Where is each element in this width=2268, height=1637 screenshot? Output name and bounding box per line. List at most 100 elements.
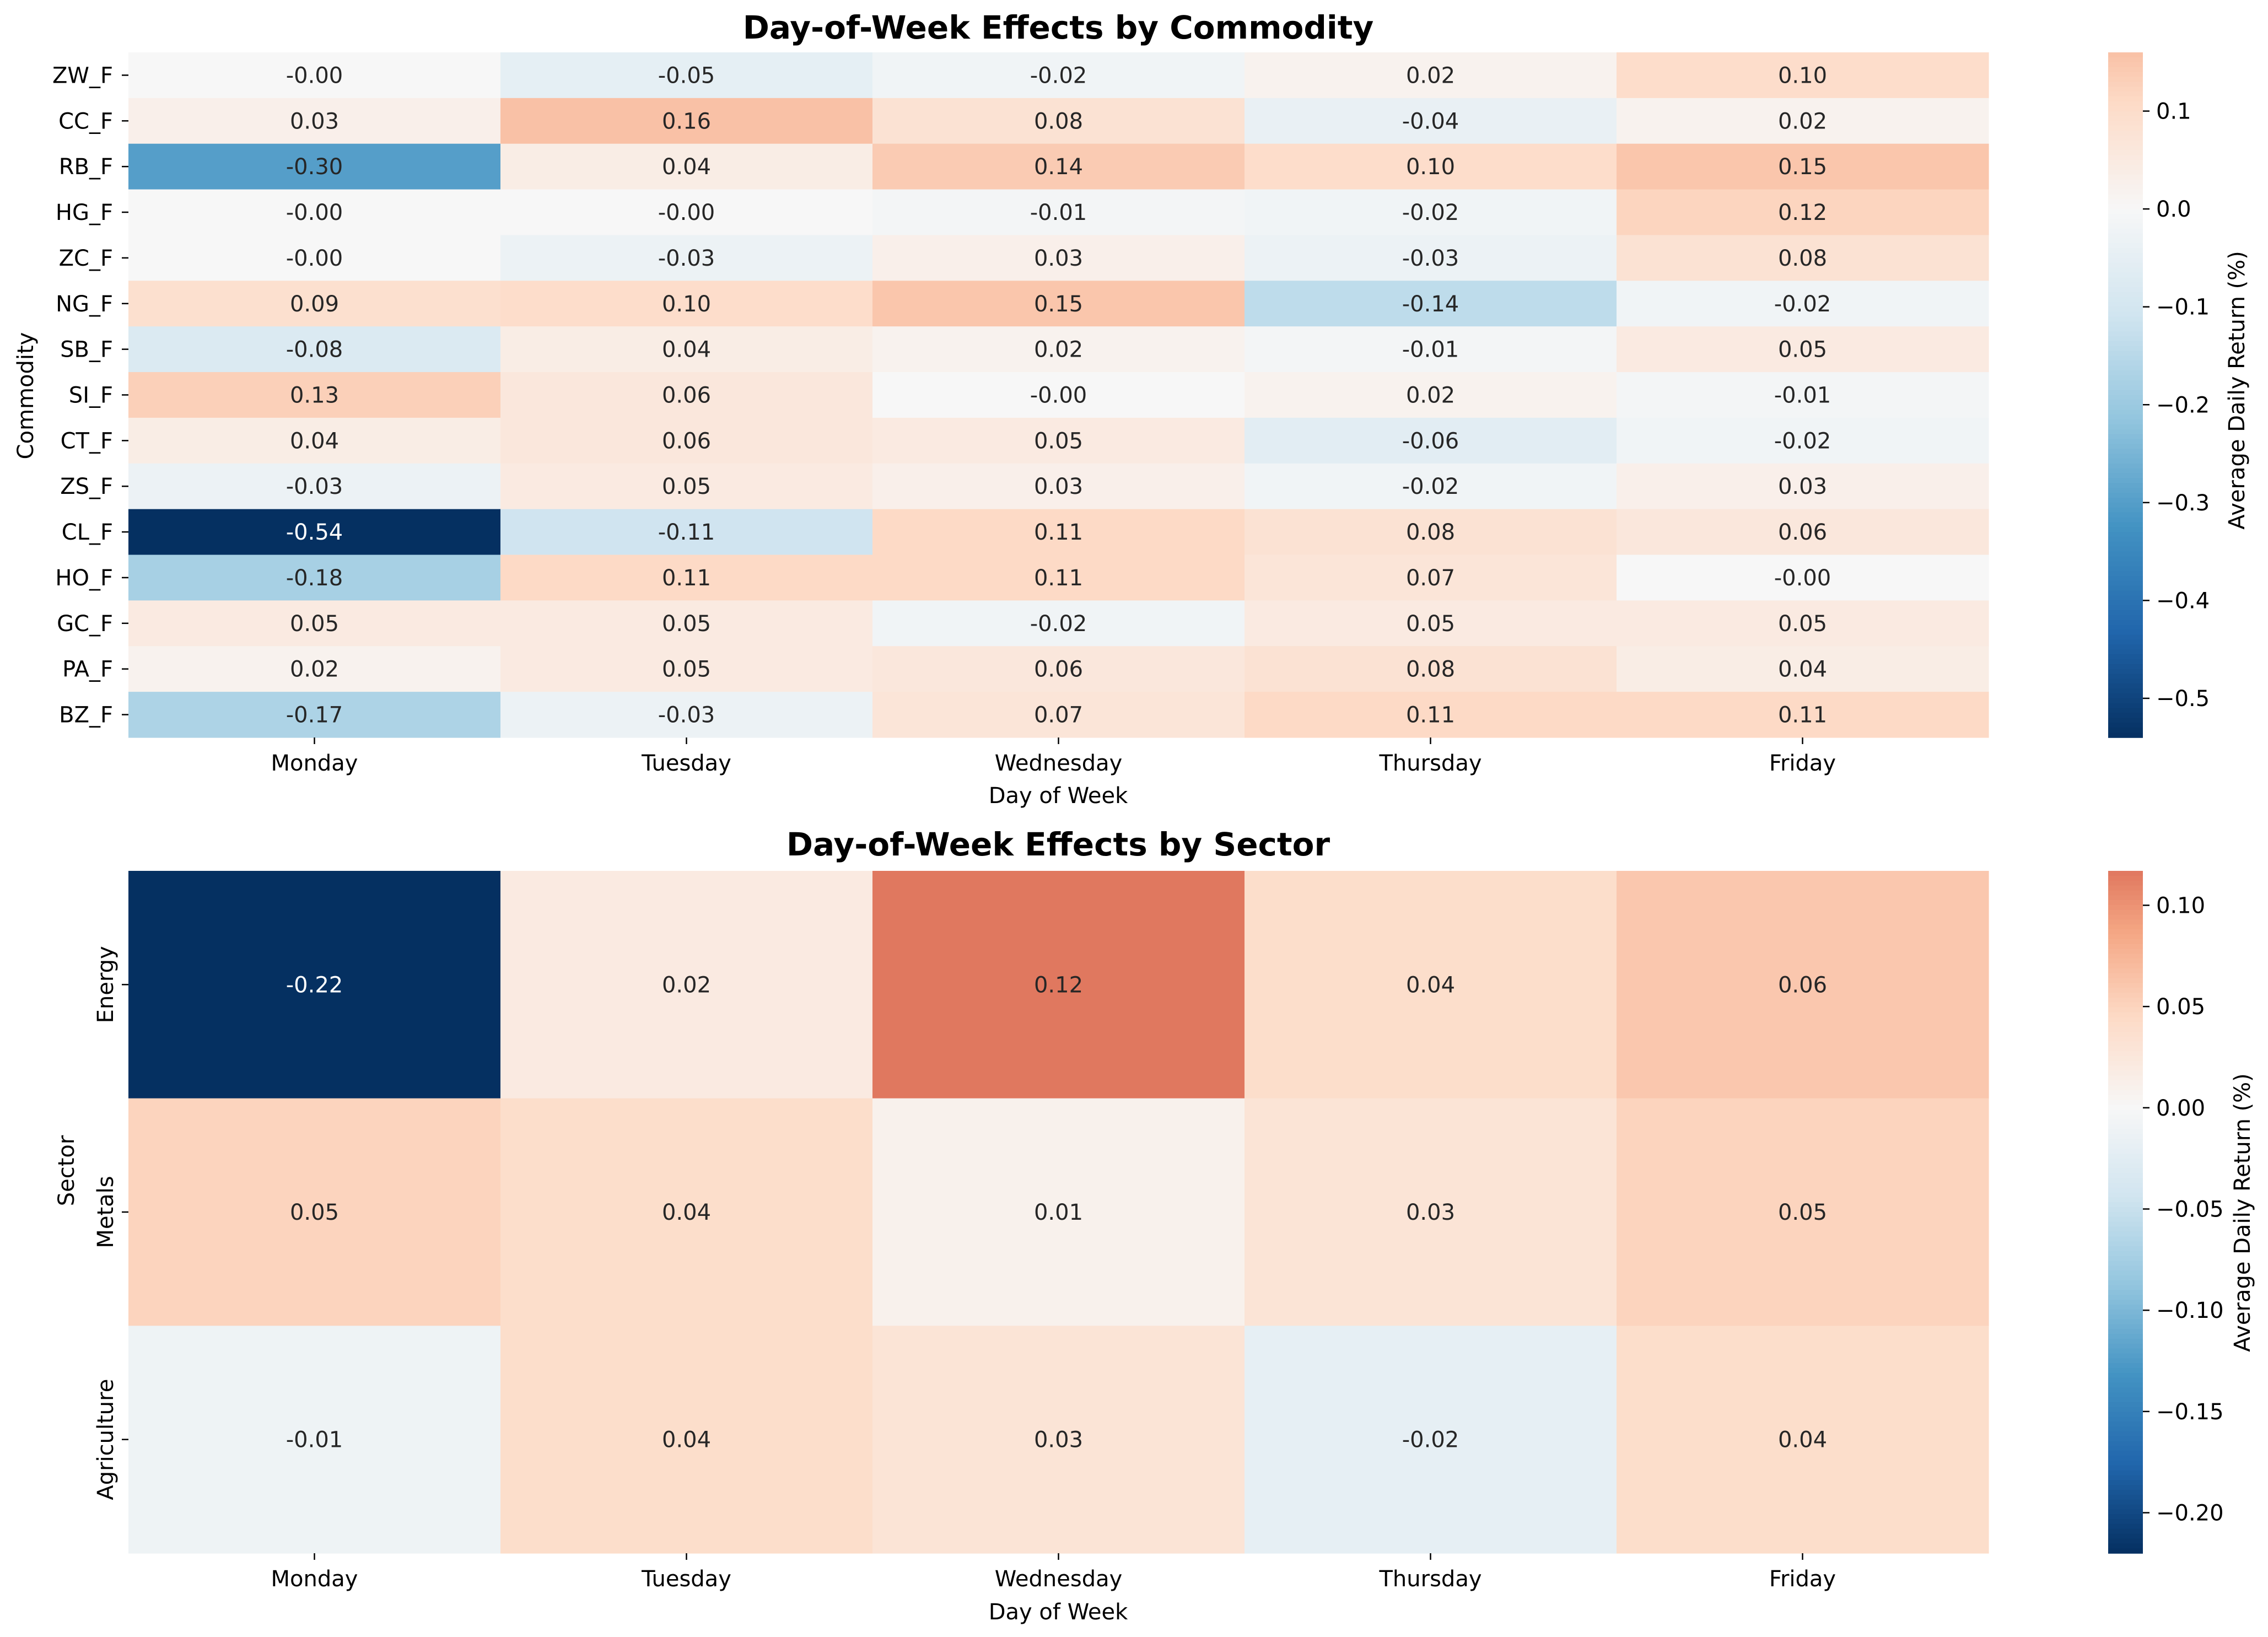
- commodity-colorbar-segment: [2108, 551, 2143, 557]
- commodity-cell-pa-f-wednesday: [872, 646, 1245, 692]
- sector-colorbar-segment: [2108, 1158, 2143, 1164]
- commodity-colorbar-segment: [2108, 189, 2143, 195]
- commodity-colorbar-segment: [2108, 669, 2143, 675]
- commodity-colorbar-segment: [2108, 718, 2143, 724]
- sector-colorbar-segment: [2108, 1509, 2143, 1515]
- commodity-colorbar-segment: [2108, 512, 2143, 518]
- commodity-cell-zw-f-monday: [128, 52, 501, 99]
- commodity-cell-label-si-f-tuesday: 0.06: [662, 383, 711, 408]
- sector-colorbar-segment: [2108, 1543, 2143, 1549]
- sector-colorbar-segment: [2108, 1149, 2143, 1154]
- sector-colorbar-segment: [2108, 1056, 2143, 1062]
- commodity-colorbar-segment: [2108, 478, 2143, 484]
- sector-colorbar-segment: [2108, 944, 2143, 950]
- commodity-x-ticks: Monday Tuesday Wednesday Thursday Friday: [271, 737, 1836, 776]
- commodity-colorbar-segment: [2108, 77, 2143, 83]
- commodity-colorbar-segment: [2108, 365, 2143, 371]
- sector-colorbar-segment: [2108, 1514, 2143, 1520]
- sector-cell-label-metals-wednesday: 0.01: [1034, 1200, 1083, 1225]
- commodity-colorbar-segment: [2108, 135, 2143, 141]
- commodity-x-tick-label-wednesday: Wednesday: [995, 751, 1123, 776]
- sector-cell-energy-tuesday: [500, 871, 873, 1099]
- sector-colorbar-segment: [2108, 1451, 2143, 1456]
- commodity-colorbar-segment: [2108, 306, 2143, 313]
- commodity-colorbar-segment: [2108, 576, 2143, 581]
- commodity-cell-label-gc-f-friday: 0.05: [1778, 611, 1827, 637]
- commodity-cell-label-zs-f-thursday: -0.02: [1402, 474, 1459, 499]
- commodity-colorbar-segment: [2108, 439, 2143, 445]
- sector-colorbar-segment: [2108, 1163, 2143, 1169]
- commodity-colorbar-segment: [2108, 419, 2143, 425]
- sector-colorbar-segment: [2108, 1480, 2143, 1485]
- sector-chart-title: Day-of-Week Effects by Sector: [786, 826, 1330, 863]
- commodity-colorbar-segment: [2108, 277, 2143, 283]
- sector-colorbar-segment: [2108, 1026, 2143, 1032]
- commodity-colorbar-segment: [2108, 213, 2143, 219]
- sector-colorbar-segment: [2108, 1392, 2143, 1398]
- sector-colorbar-segment: [2108, 1329, 2143, 1334]
- sector-x-tick-label-wednesday: Wednesday: [995, 1566, 1123, 1592]
- commodity-cell-cc-f-thursday: [1245, 98, 1617, 144]
- sector-colorbar-segment: [2108, 1324, 2143, 1330]
- commodity-colorbar-segment: [2108, 517, 2143, 523]
- commodity-cell-ho-f-friday: [1617, 554, 1989, 601]
- sector-colorbar-segment: [2108, 1075, 2143, 1081]
- sector-colorbar-tick-label: −0.10: [2156, 1298, 2224, 1323]
- sector-cell-label-agriculture-tuesday: 0.04: [662, 1428, 711, 1453]
- commodity-colorbar-segment: [2108, 532, 2143, 537]
- sector-colorbar: 0.10 0.05 0.00 −0.05 −0.10 −0.15 −0.20: [2108, 871, 2224, 1554]
- sector-colorbar-segment: [2108, 1499, 2143, 1505]
- sector-colorbar-segment: [2108, 1241, 2143, 1247]
- sector-colorbar-segment: [2108, 958, 2143, 964]
- sector-colorbar-segment: [2108, 1110, 2143, 1115]
- commodity-cell-cl-f-friday: [1617, 509, 1989, 556]
- commodity-colorbar-segment: [2108, 483, 2143, 488]
- commodity-colorbar-segment: [2108, 165, 2143, 170]
- commodity-colorbar-segment: [2108, 375, 2143, 381]
- commodity-colorbar-segment: [2108, 267, 2143, 273]
- commodity-cell-label-sb-f-friday: 0.05: [1778, 337, 1827, 363]
- sector-colorbar-segment: [2108, 1465, 2143, 1471]
- sector-colorbar-segment: [2108, 1382, 2143, 1388]
- commodity-cell-label-si-f-monday: 0.13: [290, 383, 339, 408]
- sector-cell-metals-wednesday: [872, 1098, 1245, 1326]
- sector-colorbar-segment: [2108, 1275, 2143, 1281]
- commodity-colorbar-segment: [2108, 698, 2143, 704]
- sector-colorbar-tick-label: 0.05: [2156, 994, 2205, 1020]
- commodity-colorbar-segment: [2108, 654, 2143, 660]
- commodity-colorbar-segment: [2108, 116, 2143, 122]
- sector-colorbar-segment: [2108, 1090, 2143, 1096]
- commodity-colorbar-segment: [2108, 248, 2143, 254]
- commodity-cell-label-rb-f-monday: -0.30: [286, 154, 343, 180]
- sector-colorbar-segment: [2108, 904, 2143, 911]
- commodity-cell-zw-f-thursday: [1245, 52, 1617, 99]
- sector-colorbar-segment: [2108, 1377, 2143, 1383]
- sector-colorbar-label: Average Daily Return (%): [2230, 1073, 2255, 1352]
- commodity-colorbar-segment: [2108, 170, 2143, 175]
- commodity-colorbar-segment: [2108, 634, 2143, 640]
- commodity-cell-label-hg-f-thursday: -0.02: [1402, 200, 1459, 225]
- commodity-cell-label-sb-f-tuesday: 0.04: [662, 337, 711, 363]
- commodity-cell-label-gc-f-tuesday: 0.05: [662, 611, 711, 637]
- commodity-colorbar-segment: [2108, 493, 2143, 498]
- commodity-cell-label-ng-f-wednesday: 0.15: [1034, 292, 1083, 317]
- commodity-cell-cl-f-tuesday: [500, 509, 873, 556]
- commodity-colorbar-segment: [2108, 199, 2143, 205]
- commodity-colorbar-segment: [2108, 410, 2143, 415]
- sector-colorbar-segment: [2108, 1114, 2143, 1120]
- commodity-cell-label-bz-f-wednesday: 0.07: [1034, 703, 1083, 728]
- commodity-colorbar-segment: [2108, 561, 2143, 567]
- commodity-cell-label-ng-f-friday: -0.02: [1774, 292, 1831, 317]
- commodity-cell-si-f-thursday: [1245, 372, 1617, 418]
- commodity-colorbar-segment: [2108, 209, 2143, 214]
- sector-colorbar-segment: [2108, 875, 2143, 881]
- sector-colorbar-segment: [2108, 1256, 2143, 1262]
- commodity-cell-si-f-monday: [128, 372, 501, 418]
- sector-cell-label-agriculture-thursday: -0.02: [1402, 1428, 1459, 1453]
- commodity-cell-bz-f-thursday: [1245, 692, 1617, 738]
- commodity-colorbar-segment: [2108, 101, 2143, 107]
- commodity-cell-sb-f-friday: [1617, 326, 1989, 373]
- commodity-colorbar-segment: [2108, 590, 2143, 596]
- commodity-y-tick-label-cl-f: CL_F: [62, 520, 113, 545]
- commodity-colorbar-segment: [2108, 728, 2143, 733]
